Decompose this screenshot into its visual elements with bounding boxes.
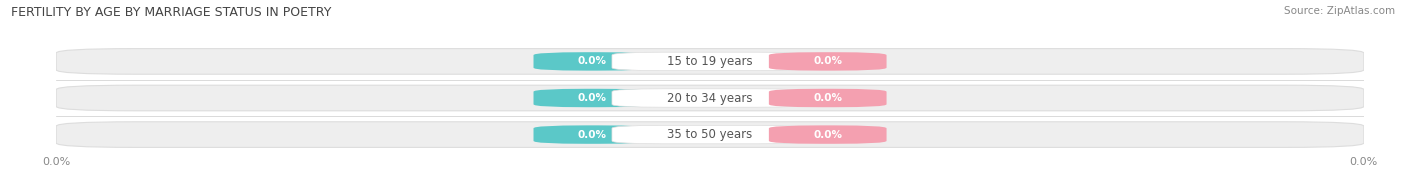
FancyBboxPatch shape <box>56 49 1364 74</box>
FancyBboxPatch shape <box>533 125 651 144</box>
FancyBboxPatch shape <box>533 52 651 71</box>
FancyBboxPatch shape <box>769 125 887 144</box>
Text: FERTILITY BY AGE BY MARRIAGE STATUS IN POETRY: FERTILITY BY AGE BY MARRIAGE STATUS IN P… <box>11 6 332 19</box>
Text: 0.0%: 0.0% <box>813 93 842 103</box>
FancyBboxPatch shape <box>533 89 651 107</box>
FancyBboxPatch shape <box>56 85 1364 111</box>
Text: 0.0%: 0.0% <box>578 56 607 66</box>
Text: 15 to 19 years: 15 to 19 years <box>668 55 752 68</box>
Text: Source: ZipAtlas.com: Source: ZipAtlas.com <box>1284 6 1395 16</box>
Text: 0.0%: 0.0% <box>813 56 842 66</box>
Text: 0.0%: 0.0% <box>813 130 842 140</box>
Text: 0.0%: 0.0% <box>578 130 607 140</box>
FancyBboxPatch shape <box>769 52 887 71</box>
Text: 0.0%: 0.0% <box>578 93 607 103</box>
FancyBboxPatch shape <box>612 89 808 107</box>
FancyBboxPatch shape <box>769 89 887 107</box>
FancyBboxPatch shape <box>612 52 808 71</box>
Text: 35 to 50 years: 35 to 50 years <box>668 128 752 141</box>
FancyBboxPatch shape <box>612 125 808 144</box>
Text: 20 to 34 years: 20 to 34 years <box>668 92 752 104</box>
FancyBboxPatch shape <box>56 122 1364 147</box>
